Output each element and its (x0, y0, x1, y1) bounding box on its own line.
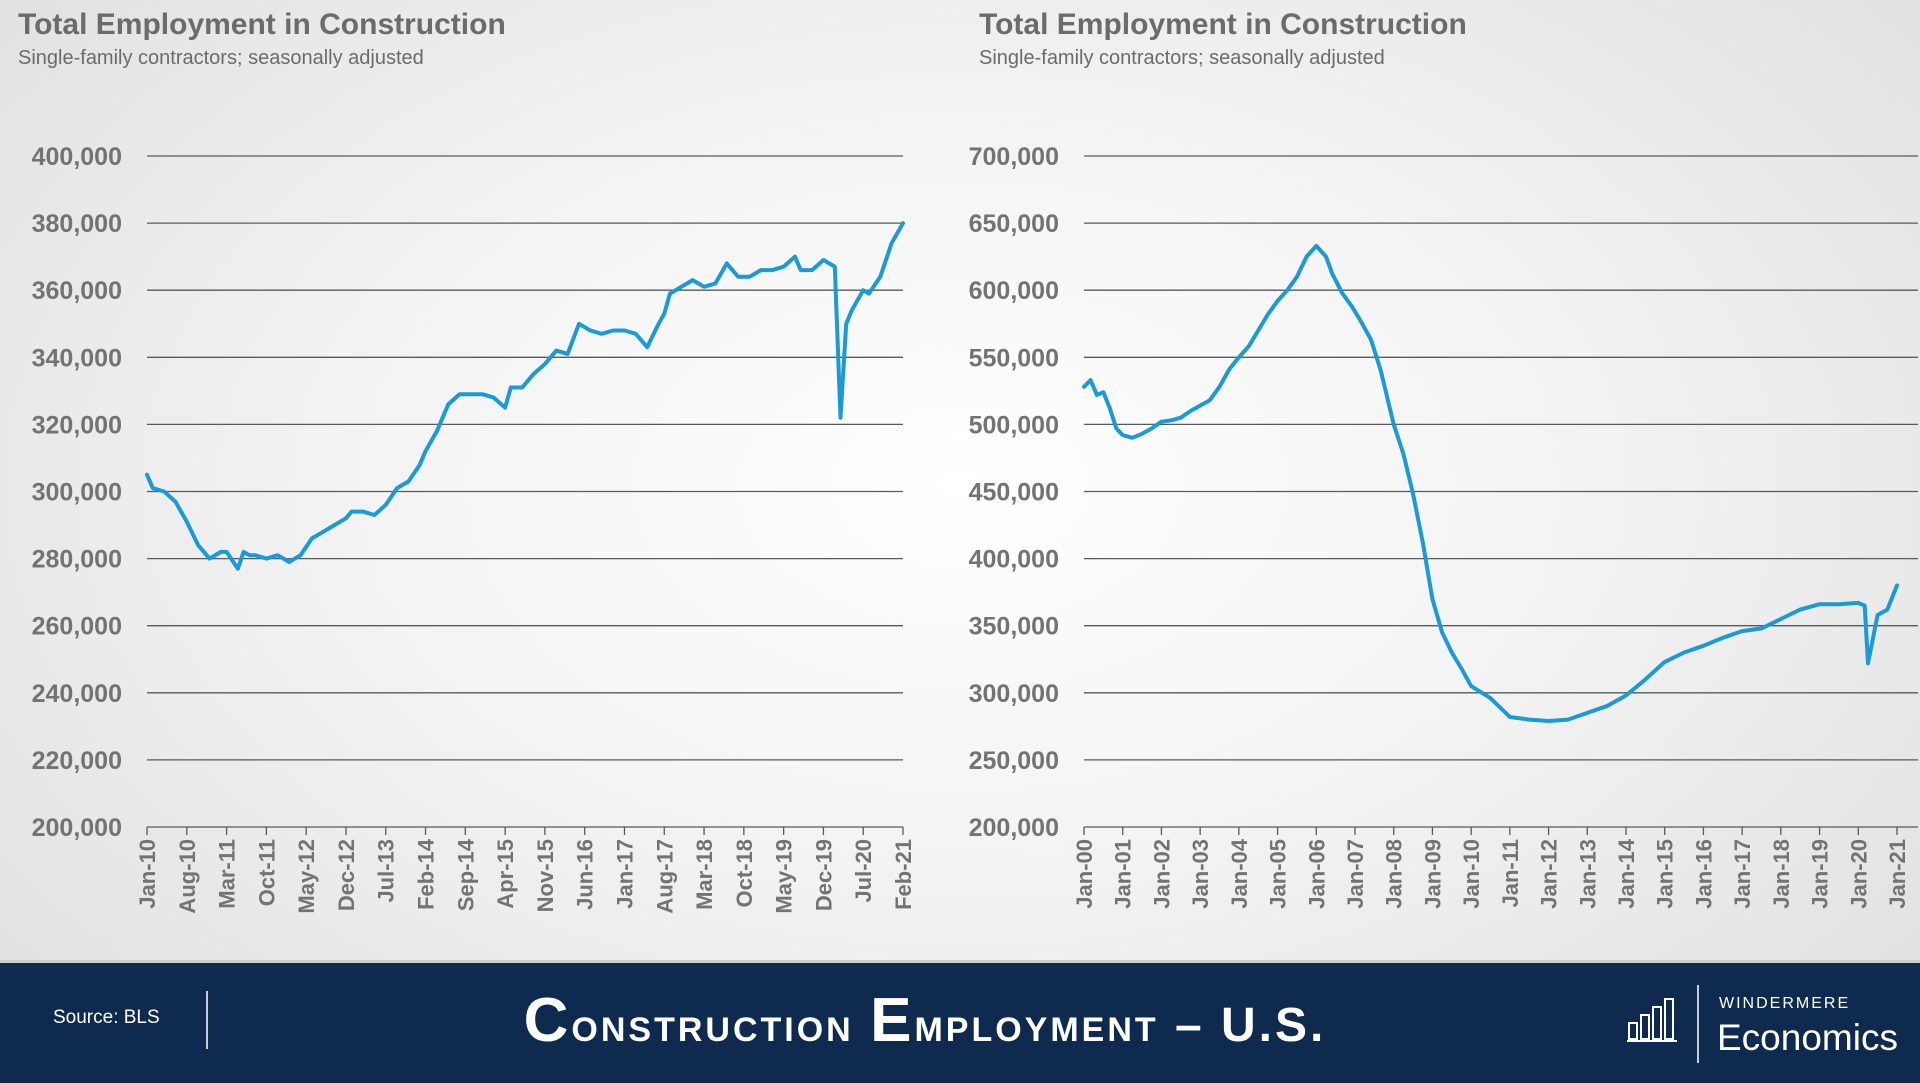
logo-wordmark-bottom: Economics (1717, 1017, 1898, 1058)
x-tick-label: Feb-21 (891, 839, 916, 910)
bar-chart-icon (1627, 998, 1677, 1042)
x-tick-label: Aug-10 (175, 839, 200, 914)
x-tick-label: Jan-01 (1111, 839, 1136, 909)
y-tick-label: 300,000 (969, 680, 1059, 708)
series-line (1082, 243, 1899, 723)
y-tick-label: 340,000 (32, 344, 122, 372)
x-tick-label: Dec-12 (334, 839, 359, 911)
y-tick-label: 300,000 (32, 479, 122, 507)
x-tick-label: Jan-17 (612, 839, 637, 909)
x-tick-label: Oct-18 (732, 839, 757, 907)
x-tick-label: Jan-10 (1459, 839, 1484, 909)
x-tick-label: Jan-07 (1343, 839, 1368, 909)
x-tick-label: Jan-16 (1691, 839, 1716, 909)
x-tick-label: Jan-12 (1537, 839, 1562, 909)
y-tick-label: 200,000 (969, 814, 1059, 842)
series-line (145, 221, 905, 571)
logo-divider (1697, 985, 1699, 1063)
y-tick-label: 600,000 (969, 277, 1059, 305)
source-label: Source: BLS (53, 1007, 160, 1028)
slide-title-part: C (523, 986, 572, 1055)
left-chart-title: Total Employment in Construction (18, 8, 506, 41)
x-tick-label: Mar-18 (692, 839, 717, 910)
x-tick-label: Jan-08 (1382, 839, 1407, 909)
x-tick-label: Jan-21 (1885, 839, 1910, 909)
x-tick-label: Jan-02 (1149, 839, 1174, 909)
y-tick-label: 350,000 (969, 613, 1059, 641)
slide-title-part: onstruction (571, 999, 871, 1052)
x-tick-label: Jan-09 (1420, 839, 1445, 909)
footer-banner: Source: BLS Construction Employment – U.… (0, 960, 1920, 1083)
x-tick-label: Mar-11 (215, 839, 240, 909)
y-tick-label: 650,000 (969, 210, 1059, 238)
x-tick-label: Aug-17 (652, 839, 677, 914)
x-tick-label: Jun-16 (573, 839, 598, 910)
y-tick-label: 320,000 (32, 411, 122, 439)
y-tick-label: 700,000 (969, 143, 1059, 171)
x-tick-label: Apr-15 (493, 839, 518, 909)
x-tick-label: May-12 (294, 839, 319, 914)
x-tick-label: Jan-03 (1188, 839, 1213, 909)
slide-title-part: mployment – U.S. (914, 999, 1327, 1052)
x-tick-label: Jan-17 (1730, 839, 1755, 909)
x-tick-label: Oct-11 (254, 839, 279, 906)
right-chart-title: Total Employment in Construction (979, 8, 1467, 41)
y-tick-label: 220,000 (32, 747, 122, 775)
x-tick-label: Jan-05 (1266, 839, 1291, 909)
x-tick-label: Jan-20 (1846, 839, 1871, 909)
x-tick-label: Jul-20 (851, 839, 876, 903)
slide-title: Construction Employment – U.S. (0, 985, 1850, 1056)
x-tick-label: Jan-14 (1614, 838, 1639, 908)
x-tick-label: Jan-15 (1653, 839, 1678, 909)
y-tick-label: 260,000 (32, 613, 122, 641)
y-tick-label: 550,000 (969, 344, 1059, 372)
left-chart-subtitle: Single-family contractors; seasonally ad… (18, 47, 424, 69)
x-tick-label: Jan-13 (1575, 839, 1600, 909)
footer-divider (206, 991, 208, 1049)
x-tick-label: Jan-11 (1498, 839, 1523, 908)
y-tick-label: 380,000 (32, 210, 122, 238)
x-tick-label: Jan-00 (1072, 839, 1097, 909)
y-tick-label: 250,000 (969, 747, 1059, 775)
y-tick-label: 240,000 (32, 680, 122, 708)
x-tick-label: Jan-10 (135, 839, 160, 909)
x-tick-label: Jan-06 (1304, 839, 1329, 909)
x-tick-label: Jan-18 (1769, 839, 1794, 909)
x-tick-label: Feb-14 (414, 838, 439, 910)
x-tick-label: Nov-15 (533, 839, 558, 912)
x-tick-label: Dec-19 (811, 839, 836, 911)
x-tick-label: Jan-19 (1808, 839, 1833, 909)
y-tick-label: 500,000 (969, 411, 1059, 439)
y-tick-label: 450,000 (969, 479, 1059, 507)
x-tick-label: Jan-04 (1227, 838, 1252, 908)
y-tick-label: 200,000 (32, 814, 122, 842)
y-tick-label: 280,000 (32, 546, 122, 574)
y-tick-label: 400,000 (32, 143, 122, 171)
x-tick-label: Jul-13 (374, 839, 399, 903)
x-tick-label: Sep-14 (453, 838, 478, 911)
y-tick-label: 400,000 (969, 546, 1059, 574)
x-tick-label: May-19 (772, 839, 797, 914)
y-tick-label: 360,000 (32, 277, 122, 305)
logo-wordmark-top: WINDERMERE (1719, 995, 1851, 1012)
right-chart-subtitle: Single-family contractors; seasonally ad… (979, 47, 1385, 69)
slide-title-part: E (870, 986, 915, 1055)
